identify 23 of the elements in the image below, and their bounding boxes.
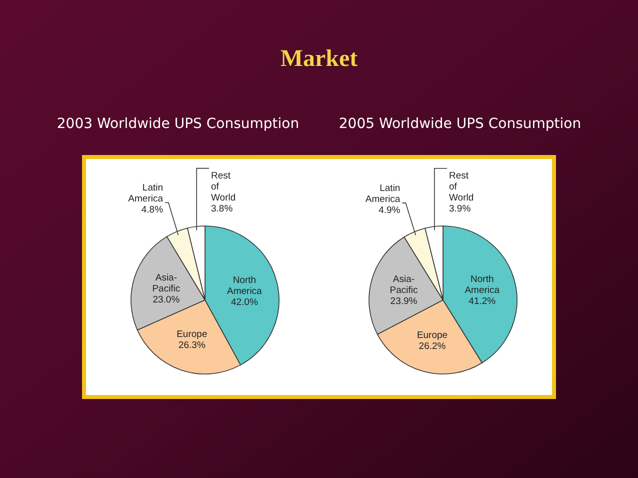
data-label: 23.9% [390,296,418,308]
slice-label: Europe [176,329,208,340]
slice-label: Asia-Pacific [152,272,180,295]
slice-label: Rest of World [449,170,474,204]
slice-label: Latin America [128,182,164,205]
data-label: 23.0% [152,294,180,306]
slice-label: Europe [416,330,448,341]
slice-label: North America [227,274,263,297]
data-label: 4.9% [378,204,401,216]
data-label: 3.8% [211,203,234,214]
text: Market [280,46,358,72]
data-label: 4.8% [141,204,164,216]
chart-title: 2005 Worldwide UPS Consumption [338,116,582,132]
data-label: 26.3% [178,340,206,352]
slice-label: Latin America [365,182,401,205]
data-label: 41.2% [468,296,496,307]
slice-label: Asia-Pacific [390,274,418,296]
slice-label: North America [464,274,500,296]
data-label: 26.2% [418,340,446,352]
chart-title: 2003 Worldwide UPS Consumption [56,116,300,132]
data-label: 3.9% [449,203,472,214]
slice-label: Rest of World [211,170,236,204]
data-label: 42.0% [230,296,258,308]
